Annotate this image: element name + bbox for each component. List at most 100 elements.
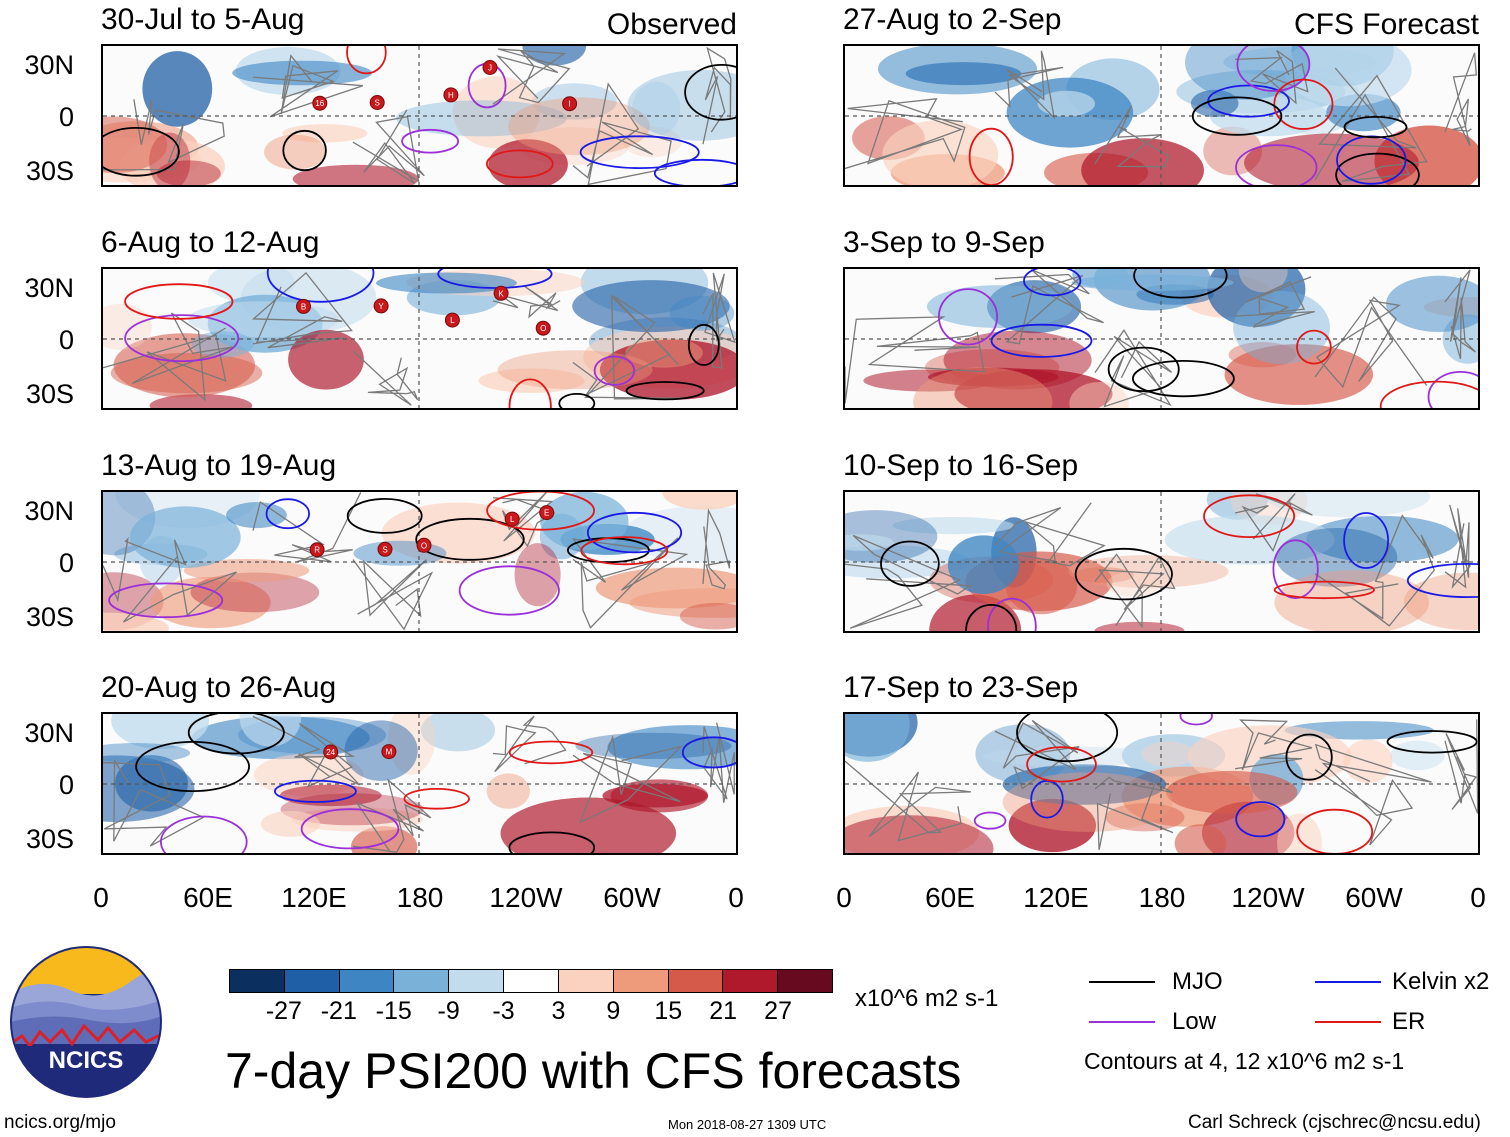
legend-low-label: Low [1172,1008,1217,1035]
contour-line [108,582,224,619]
contour-line [1296,329,1332,365]
anomaly-shading [1174,824,1227,853]
coastline [1094,776,1174,850]
coastline [1314,743,1432,846]
xlabel-0: 0 [1470,882,1486,913]
legend-mjo-line [1089,981,1155,983]
contour-line [1074,547,1173,601]
coastline [572,82,672,185]
storm-label: 24 [326,748,335,757]
colorbar-swatch [339,970,395,992]
anomaly-shading [1002,764,1167,805]
xlabel-60e: 60E [925,882,975,913]
anomaly-shading [943,330,1092,390]
coastline [352,559,434,631]
anomaly-shading [1037,90,1095,117]
anomaly-shading [129,506,241,568]
storm-marker [535,320,551,336]
colorbar-tick: 27 [764,997,792,1025]
anomaly-shading [387,714,435,775]
map-panel-8 [843,712,1480,855]
panel-4-title: 20-Aug to 26-Aug [101,671,337,704]
colorbar [229,969,833,993]
map-panel-5 [843,44,1480,187]
contour-line [973,811,1007,830]
legend-mjo-label: MJO [1172,968,1223,995]
xlabel-120w: 120W [489,882,563,913]
anomaly-shading [149,394,253,408]
contour-line [485,149,554,179]
coastline [103,536,237,623]
anomaly-shading [142,51,213,127]
contour-line [1203,494,1296,539]
anomaly-shading [1069,382,1129,408]
storm-marker [416,537,432,553]
anomaly-shading [396,100,567,137]
anomaly-shading [1081,138,1204,185]
contour-line [880,540,940,587]
coastline [1234,276,1315,328]
legend-note: Contours at 4, 12 x10^6 m2 s-1 [1084,1048,1405,1074]
anomaly-shading [572,280,730,333]
legend-kelvin-label: Kelvin x2 [1392,968,1490,995]
anomaly-shading [282,124,368,143]
coastline [352,350,419,406]
map-panel-3: R S O L E [101,490,738,633]
contour-line [968,127,1014,185]
anomaly-shading [1265,492,1431,518]
storm-label: H [448,91,454,100]
contour-line [346,497,423,534]
anomaly-shading [877,46,1038,95]
anomaly-shading [595,567,736,609]
anomaly-shading [103,612,169,631]
anomaly-shading [882,120,999,185]
xlabel-120e: 120E [281,882,347,913]
contour-line [1236,46,1311,92]
ylabel-eq: 0 [58,102,74,132]
map-panel-6 [843,267,1480,410]
coastline [492,715,567,773]
contour-line [1406,563,1478,598]
ncics-logo: NCICS [10,946,162,1098]
contour-line [1191,96,1283,136]
coastline [845,534,972,629]
anomaly-shading [1386,275,1478,332]
contour-line [1273,580,1375,600]
contour-line [625,381,705,401]
colorbar-tick: -9 [437,997,460,1025]
contour-line [403,788,470,810]
contour-line [1379,380,1478,408]
panel-7-title: 10-Sep to 16-Sep [843,449,1079,482]
xlabel-0: 0 [728,882,744,913]
ylabel-30n: 30N [24,50,74,80]
coastline [845,760,971,842]
ylabel-eq: 0 [58,770,74,800]
anomaly-shading [845,714,910,762]
anomaly-shading [508,97,650,156]
contour-line [458,565,560,616]
anomaly-shading [1072,269,1128,288]
contour-line [1131,359,1235,398]
contour-line [1285,733,1333,781]
map-panel-3-field: R S O L E [103,492,736,631]
colorbar-tick: 21 [709,997,738,1025]
contour-line [1343,116,1408,139]
xlabel-0: 0 [836,882,852,913]
map-panel-1-field: 16 S H J I [103,46,736,185]
contour-line [1235,801,1286,838]
storm-label: L [450,316,455,325]
contour-line [160,815,248,853]
coastline [103,312,233,402]
storm-label: S [382,545,387,554]
contour-line [508,378,552,408]
anomaly-shading [111,714,209,749]
map-panel-4-field: 24 M [103,714,736,853]
coastline [1314,514,1435,627]
anomaly-shading [926,285,1073,329]
panel-1-title: 30-Jul to 5-Aug [101,3,305,36]
anomaly-shading [478,368,585,393]
contour-line [486,492,595,531]
anomaly-shading [522,46,587,66]
footer-url[interactable]: ncics.org/mjo [4,1112,116,1133]
storm-label: L [510,515,515,524]
